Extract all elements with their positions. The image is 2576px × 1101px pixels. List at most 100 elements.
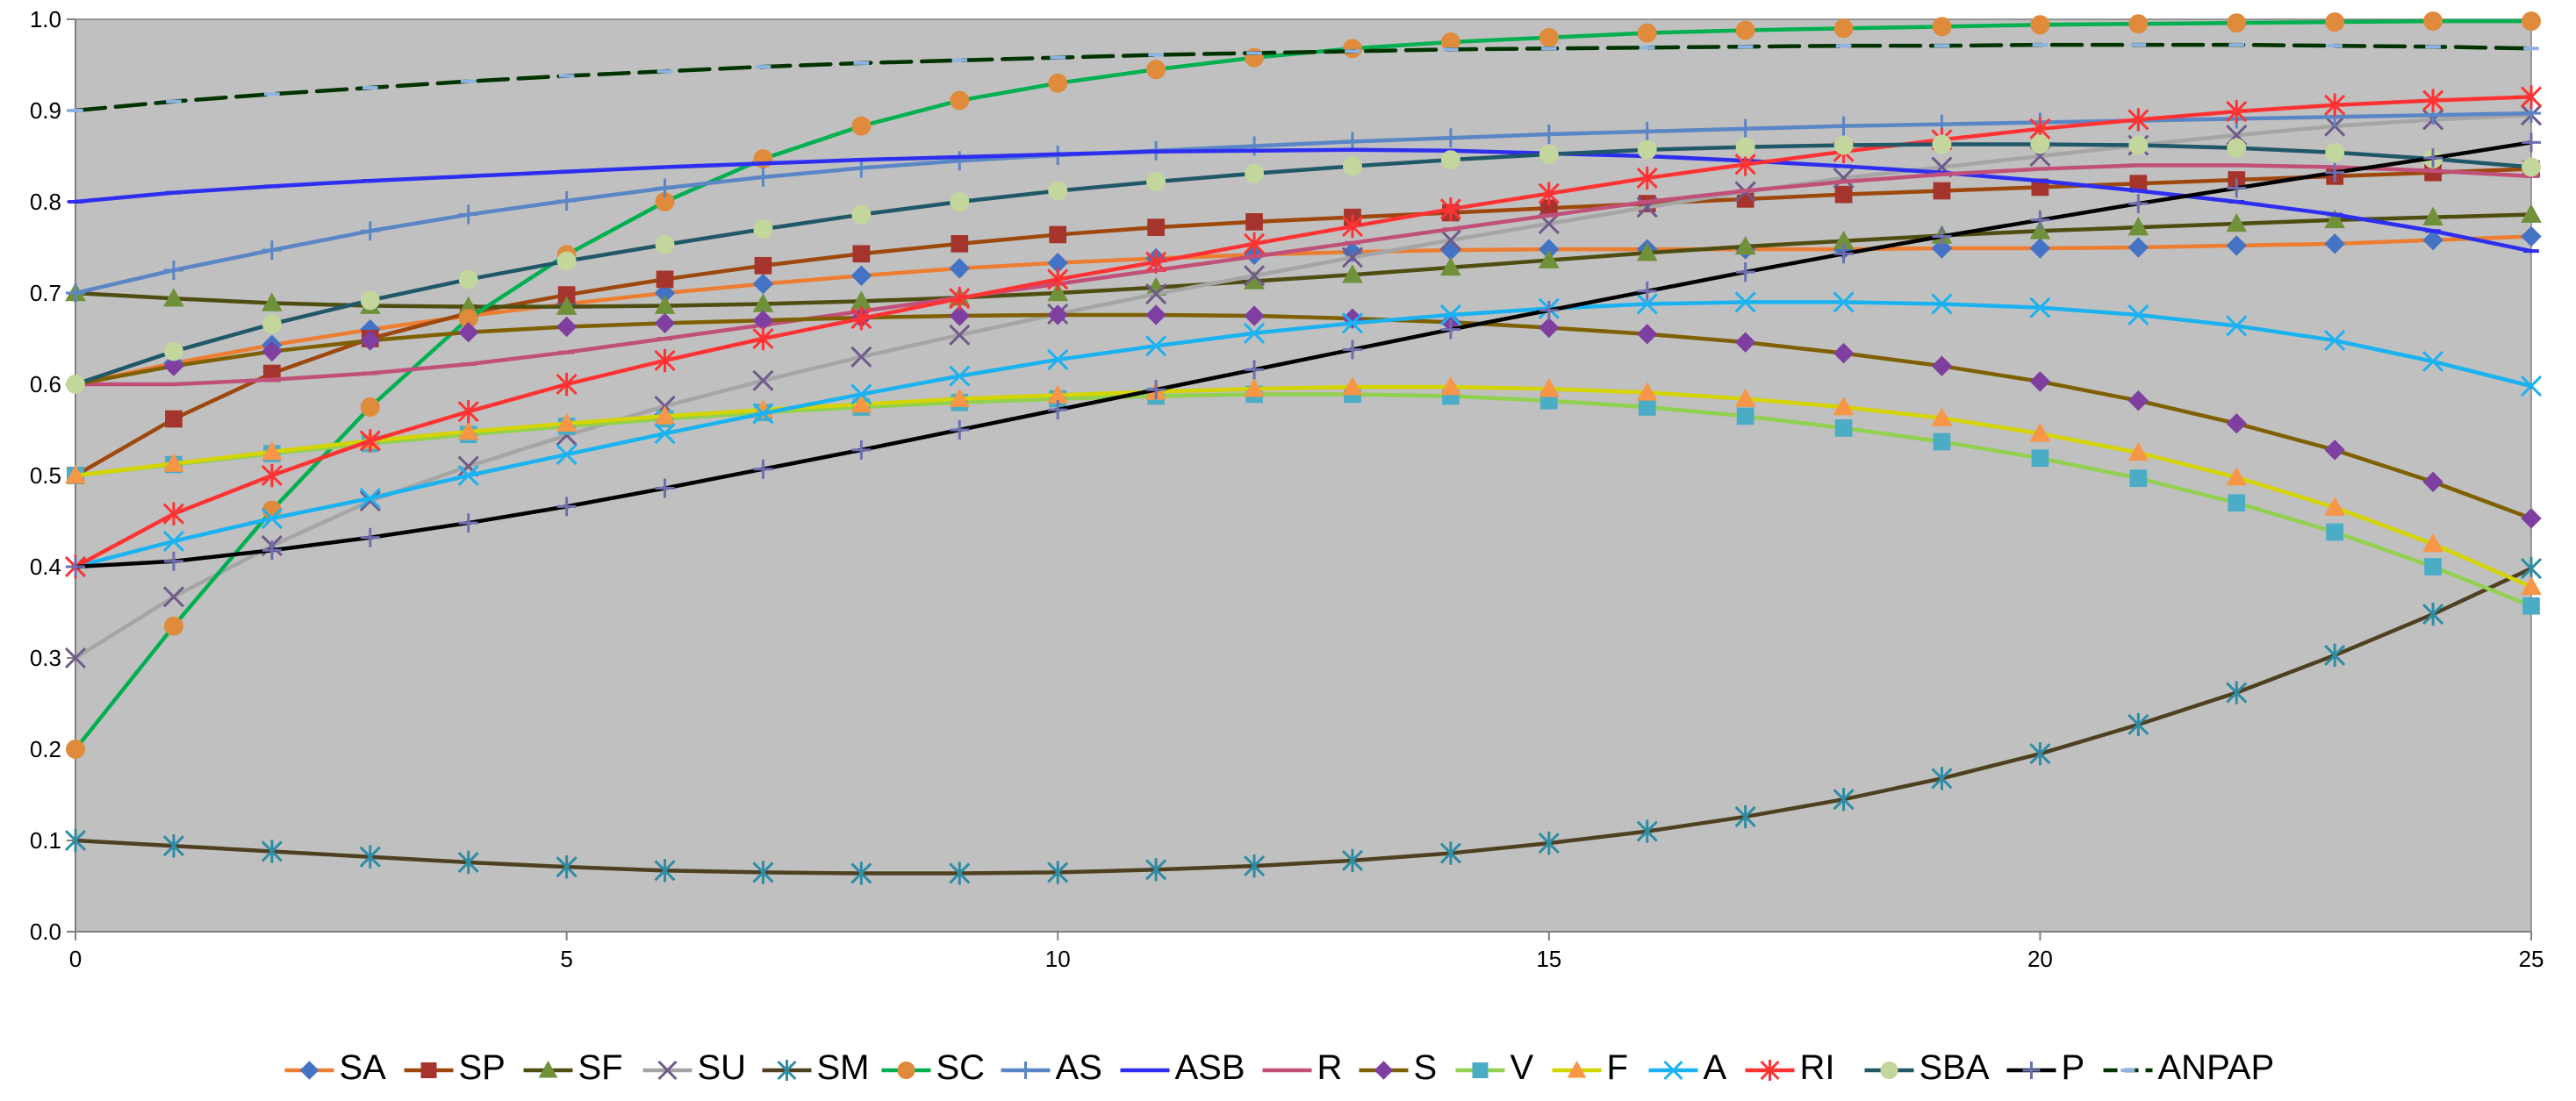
data-point	[1245, 360, 1265, 380]
series-anpap	[68, 42, 2539, 113]
data-point	[2422, 89, 2444, 112]
data-point	[1440, 319, 1460, 340]
data-point	[1049, 225, 1067, 244]
data-point	[2422, 350, 2444, 373]
data-point	[2520, 375, 2543, 397]
data-point	[1636, 819, 1658, 843]
data-point	[1833, 167, 1855, 189]
data-point	[163, 551, 183, 571]
y-tick-label: 0.5	[30, 462, 61, 489]
data-point	[1244, 305, 1265, 326]
data-point	[1539, 125, 1559, 145]
series-f	[65, 376, 2542, 596]
data-point	[2325, 12, 2345, 32]
legend-item-sc: SC	[881, 1048, 985, 1087]
data-point	[2128, 237, 2149, 258]
legend-label: RI	[1800, 1048, 1835, 1087]
data-point	[1538, 182, 1560, 205]
data-point	[1538, 831, 1560, 855]
data-point	[163, 355, 184, 376]
data-point	[1734, 291, 1756, 313]
data-point	[163, 261, 183, 280]
data-point	[2324, 440, 2345, 461]
data-point	[1760, 1060, 1780, 1081]
x-tick-label: 5	[560, 946, 572, 972]
data-point	[2522, 597, 2540, 615]
data-point	[2326, 523, 2344, 541]
data-point	[458, 204, 478, 225]
data-point	[1145, 282, 1167, 305]
data-point	[752, 403, 774, 425]
data-point	[1439, 229, 1461, 251]
data-point	[949, 365, 971, 387]
series-line	[73, 147, 2534, 254]
series-line	[73, 384, 2534, 590]
data-point	[2226, 413, 2247, 434]
data-point	[777, 1060, 797, 1081]
data-point	[1931, 767, 1953, 790]
y-tick-label: 0.1	[30, 827, 61, 854]
data-point	[556, 444, 578, 466]
data-point	[2324, 643, 2346, 668]
data-point	[2029, 220, 2051, 240]
data-point	[949, 861, 971, 885]
data-point	[66, 375, 85, 394]
data-point	[1244, 378, 1265, 397]
data-point	[1539, 144, 1559, 164]
series-sba	[66, 134, 2541, 394]
data-point	[950, 420, 970, 440]
legend-item-sf: SF	[523, 1048, 623, 1087]
data-point	[850, 306, 872, 331]
data-point	[1243, 232, 1266, 256]
legend-item-sba: SBA	[1864, 1048, 1990, 1087]
data-point	[261, 840, 283, 863]
data-point	[655, 178, 675, 198]
data-point	[851, 204, 872, 225]
series-su	[64, 104, 2543, 669]
legend-item-as: AS	[1001, 1048, 1102, 1087]
data-point	[2422, 206, 2443, 225]
data-point	[1735, 262, 1755, 282]
data-point	[2226, 681, 2248, 704]
data-point	[1440, 256, 1461, 276]
data-point	[2030, 210, 2050, 230]
data-point	[1341, 848, 1364, 873]
data-point	[2521, 225, 2542, 247]
data-point	[64, 647, 87, 669]
data-point	[2522, 157, 2541, 177]
legend-label: R	[1317, 1048, 1343, 1087]
data-point	[162, 530, 184, 552]
data-point	[1932, 17, 1952, 37]
data-point	[1833, 396, 1855, 416]
legend-label: SM	[817, 1048, 870, 1087]
data-point	[2324, 330, 2346, 352]
data-point	[360, 330, 381, 351]
data-point	[458, 513, 478, 533]
data-point	[1243, 322, 1266, 344]
data-point	[1735, 118, 1755, 139]
data-point	[949, 324, 971, 346]
data-point	[1932, 134, 1952, 154]
x-tick-label: 25	[2519, 946, 2544, 972]
data-point	[1734, 388, 1756, 407]
data-point	[1735, 20, 1755, 40]
data-point	[66, 283, 85, 303]
data-point	[1145, 335, 1167, 357]
data-point	[261, 507, 283, 529]
data-point	[654, 405, 676, 425]
data-point	[261, 440, 283, 461]
data-point	[1245, 163, 1264, 183]
legend-item-ri: RI	[1745, 1048, 1835, 1087]
legend-item-asb: ASB	[1120, 1048, 1245, 1087]
data-point	[1636, 242, 1658, 261]
data-point	[1636, 382, 1658, 401]
legend-item-sa: SA	[284, 1048, 386, 1087]
data-point	[753, 219, 773, 240]
data-point	[1341, 312, 1364, 334]
data-point	[1636, 166, 1658, 190]
series-line	[73, 392, 2534, 608]
data-point	[556, 190, 577, 211]
data-point	[1933, 433, 1951, 451]
data-point	[262, 240, 282, 261]
legend-label: AS	[1056, 1048, 1102, 1087]
